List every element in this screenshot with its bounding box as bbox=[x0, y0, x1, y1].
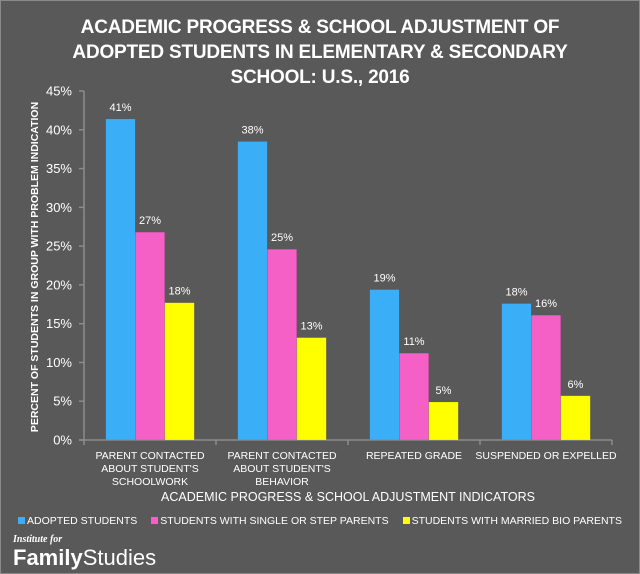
bar-1-series-0 bbox=[237, 141, 268, 441]
bar-2-series-2 bbox=[428, 401, 459, 441]
bar-0-series-0 bbox=[105, 118, 136, 441]
y-tick-label: 5% bbox=[53, 394, 72, 409]
data-label: 5% bbox=[436, 385, 452, 397]
legend-item: STUDENTS WITH SINGLE OR STEP PARENTS bbox=[151, 515, 389, 527]
y-tick-label: 30% bbox=[46, 200, 72, 215]
bar-0-series-1 bbox=[135, 231, 165, 441]
y-tick-label: 25% bbox=[46, 239, 72, 254]
data-label: 27% bbox=[139, 215, 161, 227]
y-axis-title: PERCENT OF STUDENTS IN GROUP WITH PROBLE… bbox=[29, 102, 41, 432]
data-label: 18% bbox=[505, 287, 527, 299]
bar-3-series-1 bbox=[531, 314, 561, 441]
x-axis bbox=[79, 439, 613, 445]
legend-label: STUDENTS WITH SINGLE OR STEP PARENTS bbox=[160, 515, 389, 527]
y-tick-label: 0% bbox=[53, 433, 72, 448]
data-label: 41% bbox=[109, 102, 131, 114]
y-tick-label: 20% bbox=[46, 277, 72, 292]
category-label: ABOUT STUDENT'S bbox=[233, 463, 331, 475]
category-label: SUSPENDED OR EXPELLED bbox=[475, 450, 617, 462]
legend-swatch bbox=[151, 517, 159, 524]
y-tick-label: 35% bbox=[46, 161, 72, 176]
legend-swatch bbox=[18, 517, 25, 524]
category-label: REPEATED GRADE bbox=[366, 450, 462, 462]
chart-title-line-1: ACADEMIC PROGRESS & SCHOOL ADJUSTMENT OF bbox=[80, 17, 560, 38]
bar-1-series-2 bbox=[296, 337, 327, 441]
x-axis-title: ACADEMIC PROGRESS & SCHOOL ADJUSTMENT IN… bbox=[161, 490, 535, 504]
legend-label: ADOPTED STUDENTS bbox=[27, 515, 138, 527]
category-label: SCHOOLWORK bbox=[112, 476, 188, 488]
category-label: BEHAVIOR bbox=[255, 476, 309, 488]
bars bbox=[105, 118, 591, 441]
y-tick-label: 10% bbox=[46, 355, 72, 370]
data-labels: 41% 27% 18% 38% 25% 13% 19% 11% 5% 18% 16% 6% bbox=[109, 102, 583, 397]
logo: Institute for FamilyStudies bbox=[13, 535, 156, 571]
logo-institute-for: Institute for bbox=[13, 534, 63, 545]
legend-swatch bbox=[402, 517, 410, 524]
data-label: 16% bbox=[535, 298, 557, 310]
legend-item: STUDENTS WITH MARRIED BIO PARENTS bbox=[402, 515, 622, 527]
bar-3-series-0 bbox=[501, 303, 532, 441]
chart-title-line-2: ADOPTED STUDENTS IN ELEMENTARY & SECONDA… bbox=[72, 42, 568, 63]
data-label: 18% bbox=[168, 286, 190, 298]
data-label: 19% bbox=[373, 273, 395, 285]
legend-item: ADOPTED STUDENTS bbox=[18, 515, 137, 527]
bar-chart: 0% 5% 10% 15% 20% 25% 30% 35% 40% 45% 41% 27% 18% 38… bbox=[29, 84, 617, 505]
bar-1-series-1 bbox=[267, 248, 297, 441]
data-label: 13% bbox=[300, 321, 322, 333]
data-label: 25% bbox=[271, 232, 293, 244]
bar-2-series-0 bbox=[369, 289, 400, 441]
logo-family: Family bbox=[13, 545, 83, 570]
logo-family-studies: FamilyStudies bbox=[13, 545, 156, 571]
logo-studies: Studies bbox=[82, 545, 157, 570]
legend-label: STUDENTS WITH MARRIED BIO PARENTS bbox=[411, 515, 622, 527]
data-label: 38% bbox=[241, 124, 263, 136]
bar-2-series-1 bbox=[399, 352, 429, 441]
data-label: 11% bbox=[403, 336, 424, 348]
legend: ADOPTED STUDENTS STUDENTS WITH SINGLE OR … bbox=[1, 515, 639, 527]
category-label: ABOUT STUDENT'S bbox=[101, 463, 199, 475]
y-tick-label: 45% bbox=[46, 84, 72, 99]
y-tick-label: 40% bbox=[46, 122, 72, 137]
category-label: PARENT CONTACTED bbox=[227, 450, 337, 462]
y-axis: 0% 5% 10% 15% 20% 25% 30% 35% 40% 45% bbox=[46, 84, 85, 448]
bar-3-series-2 bbox=[560, 395, 591, 441]
chart-title: ACADEMIC PROGRESS & SCHOOL ADJUSTMENT OF… bbox=[1, 15, 639, 90]
bar-0-series-2 bbox=[164, 302, 195, 441]
chart-title-line-3: SCHOOL: U.S., 2016 bbox=[230, 67, 410, 88]
data-label: 6% bbox=[568, 379, 584, 391]
category-label: PARENT CONTACTED bbox=[95, 450, 205, 462]
y-tick-label: 15% bbox=[46, 316, 72, 331]
